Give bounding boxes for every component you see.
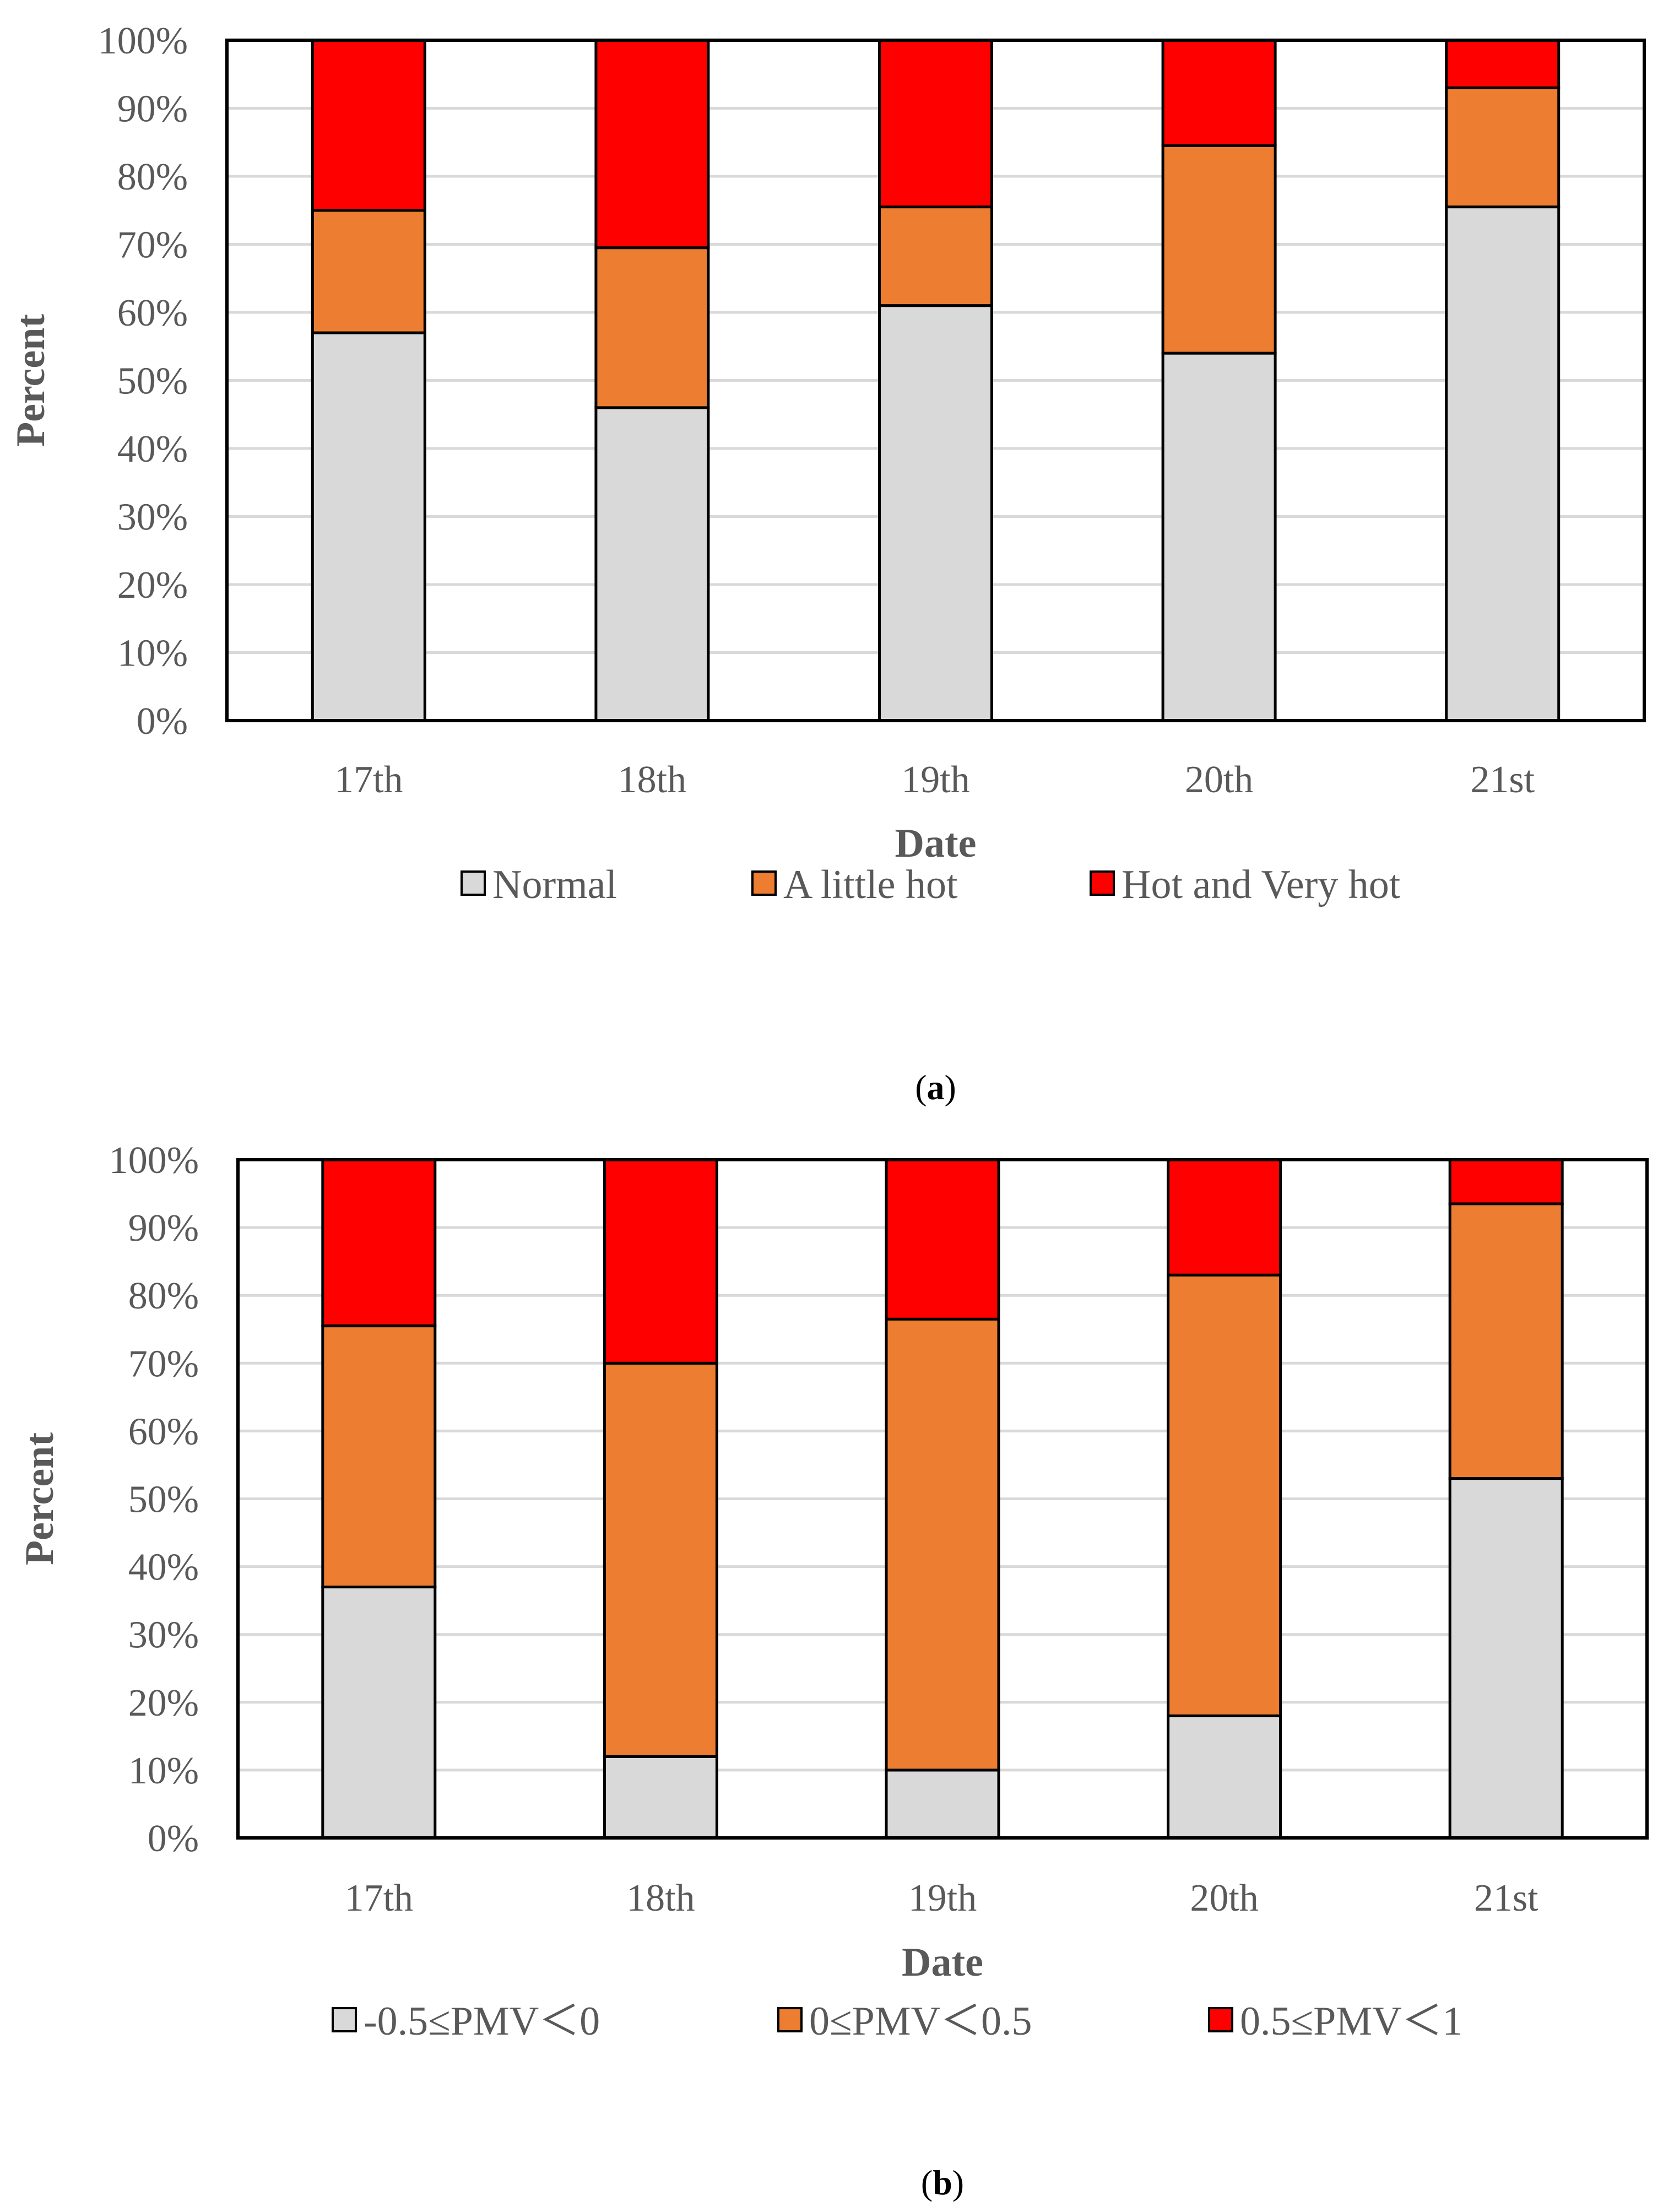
x-tick-label: 18th	[626, 1877, 695, 1919]
caption-close-paren: )	[945, 1068, 956, 1107]
caption-open-paren: (	[915, 1068, 927, 1107]
y-tick-label: 90%	[117, 88, 188, 131]
legend-label: 0.5≤PMV＜1	[1240, 1999, 1463, 2044]
bar-19th-series-1	[885, 1768, 1000, 1840]
legend-label: -0.5≤PMV＜0	[364, 1999, 600, 2044]
bar-21st-series-3	[1448, 1158, 1564, 1205]
bar-20th-series-1	[1167, 1714, 1282, 1840]
bar-18th-series-1	[594, 406, 710, 722]
bar-21st-series-1	[1445, 205, 1561, 722]
legend: -0.5≤PMV＜0 0≤PMV＜0.5 0.5≤PMV＜1	[332, 1999, 1463, 2044]
y-tick-label: 100%	[109, 1139, 199, 1182]
y-tick-label: 70%	[128, 1343, 199, 1385]
bar-20th-series-2	[1161, 144, 1277, 355]
bar-17th-series-1	[321, 1586, 437, 1840]
y-tick-label: 40%	[117, 428, 188, 470]
legend-swatch	[751, 870, 777, 896]
y-tick-label: 20%	[117, 564, 188, 607]
bar-21st-series-2	[1445, 86, 1561, 209]
legend-label: A little hot	[783, 862, 958, 907]
y-tick-label: 0%	[148, 1818, 199, 1860]
x-tick-label: 21st	[1474, 1877, 1538, 1919]
x-axis-title: Date	[902, 1940, 983, 1985]
bar-17th-series-3	[321, 1158, 437, 1328]
x-tick-label: 20th	[1185, 759, 1253, 801]
x-tick-label: 17th	[334, 759, 403, 801]
y-tick-label: 50%	[117, 360, 188, 403]
bar-18th-series-1	[603, 1755, 718, 1840]
bar-19th-series-2	[885, 1317, 1000, 1772]
legend-label: Normal	[492, 862, 617, 907]
bars	[321, 1158, 1564, 1840]
y-tick-label: 30%	[117, 496, 188, 539]
x-axis-title: Date	[895, 821, 977, 866]
bar-20th-series-3	[1167, 1158, 1282, 1277]
legend-label: 0≤PMV＜0.5	[809, 1999, 1032, 2044]
plot-frame	[236, 1158, 1649, 1840]
y-tick-label: 60%	[128, 1410, 199, 1453]
y-tick-label: 40%	[128, 1546, 199, 1589]
y-axis-title: Percent	[8, 314, 53, 447]
x-tick-label: 19th	[901, 759, 969, 801]
bar-19th-series-1	[878, 304, 993, 722]
caption-letter: a	[927, 1068, 945, 1107]
y-tick-label: 0%	[137, 700, 188, 743]
panel-caption: (b)	[921, 2163, 964, 2202]
y-tick-label: 50%	[128, 1479, 199, 1521]
legend-swatch	[777, 2007, 803, 2032]
y-tick-label: 10%	[117, 632, 188, 675]
caption-open-paren: (	[921, 2163, 933, 2202]
bar-18th-series-3	[594, 39, 710, 250]
x-tick-label: 21st	[1470, 759, 1535, 801]
legend-swatch	[1090, 870, 1115, 896]
bar-21st-series-1	[1448, 1477, 1564, 1840]
legend-swatch	[332, 2007, 357, 2032]
bar-19th-series-3	[885, 1158, 1000, 1321]
bar-17th-series-2	[321, 1324, 437, 1589]
panel-b: 0% 10% 20% 30% 40% 50% 60% 70% 80% 90% 100% 17th 18…	[17, 1139, 1649, 2202]
bar-19th-series-2	[878, 205, 993, 307]
panel-a: 0% 10% 20% 30% 40% 50% 60% 70% 80% 90% 100% 17th 18…	[8, 20, 1646, 1107]
y-tick-label: 100%	[98, 20, 188, 62]
y-tick-labels: 0% 10% 20% 30% 40% 50% 60% 70% 80% 90% 100%	[98, 20, 188, 743]
caption-close-paren: )	[952, 2163, 964, 2202]
bar-17th-series-1	[311, 331, 426, 722]
y-tick-label: 90%	[128, 1207, 199, 1250]
y-tick-labels: 0% 10% 20% 30% 40% 50% 60% 70% 80% 90% 100%	[109, 1139, 199, 1860]
bar-20th-series-2	[1167, 1273, 1282, 1717]
bar-20th-series-3	[1161, 39, 1277, 147]
y-tick-label: 10%	[128, 1750, 199, 1792]
legend-swatch	[461, 870, 486, 896]
x-tick-label: 18th	[618, 759, 686, 801]
x-tick-labels: 17th 18th 19th 20th 21st	[345, 1877, 1539, 1919]
x-tick-labels: 17th 18th 19th 20th 21st	[334, 759, 1535, 801]
y-tick-label: 20%	[128, 1682, 199, 1724]
x-tick-label: 20th	[1190, 1877, 1258, 1919]
bars	[311, 39, 1561, 722]
bar-18th-series-3	[603, 1158, 718, 1365]
y-tick-label: 30%	[128, 1614, 199, 1657]
bar-18th-series-2	[603, 1361, 718, 1758]
bar-17th-series-3	[311, 39, 426, 212]
bar-18th-series-2	[594, 246, 710, 409]
y-tick-label: 80%	[117, 156, 188, 198]
legend-swatch	[1208, 2007, 1233, 2032]
y-tick-label: 70%	[117, 224, 188, 267]
bar-19th-series-3	[878, 39, 993, 209]
bar-20th-series-1	[1161, 351, 1277, 722]
legend-label: Hot and Very hot	[1122, 862, 1401, 907]
y-tick-label: 60%	[117, 292, 188, 334]
x-tick-label: 17th	[345, 1877, 413, 1919]
panel-caption: (a)	[915, 1068, 956, 1107]
legend: Normal A little hot Hot and Very hot	[461, 862, 1401, 907]
y-tick-label: 80%	[128, 1275, 199, 1317]
plot-frame	[225, 39, 1646, 722]
bar-21st-series-3	[1445, 39, 1561, 89]
bar-17th-series-2	[311, 209, 426, 334]
y-axis-title: Percent	[17, 1432, 62, 1565]
x-tick-label: 19th	[908, 1877, 977, 1919]
bar-21st-series-2	[1448, 1202, 1564, 1480]
caption-letter: b	[933, 2163, 952, 2202]
